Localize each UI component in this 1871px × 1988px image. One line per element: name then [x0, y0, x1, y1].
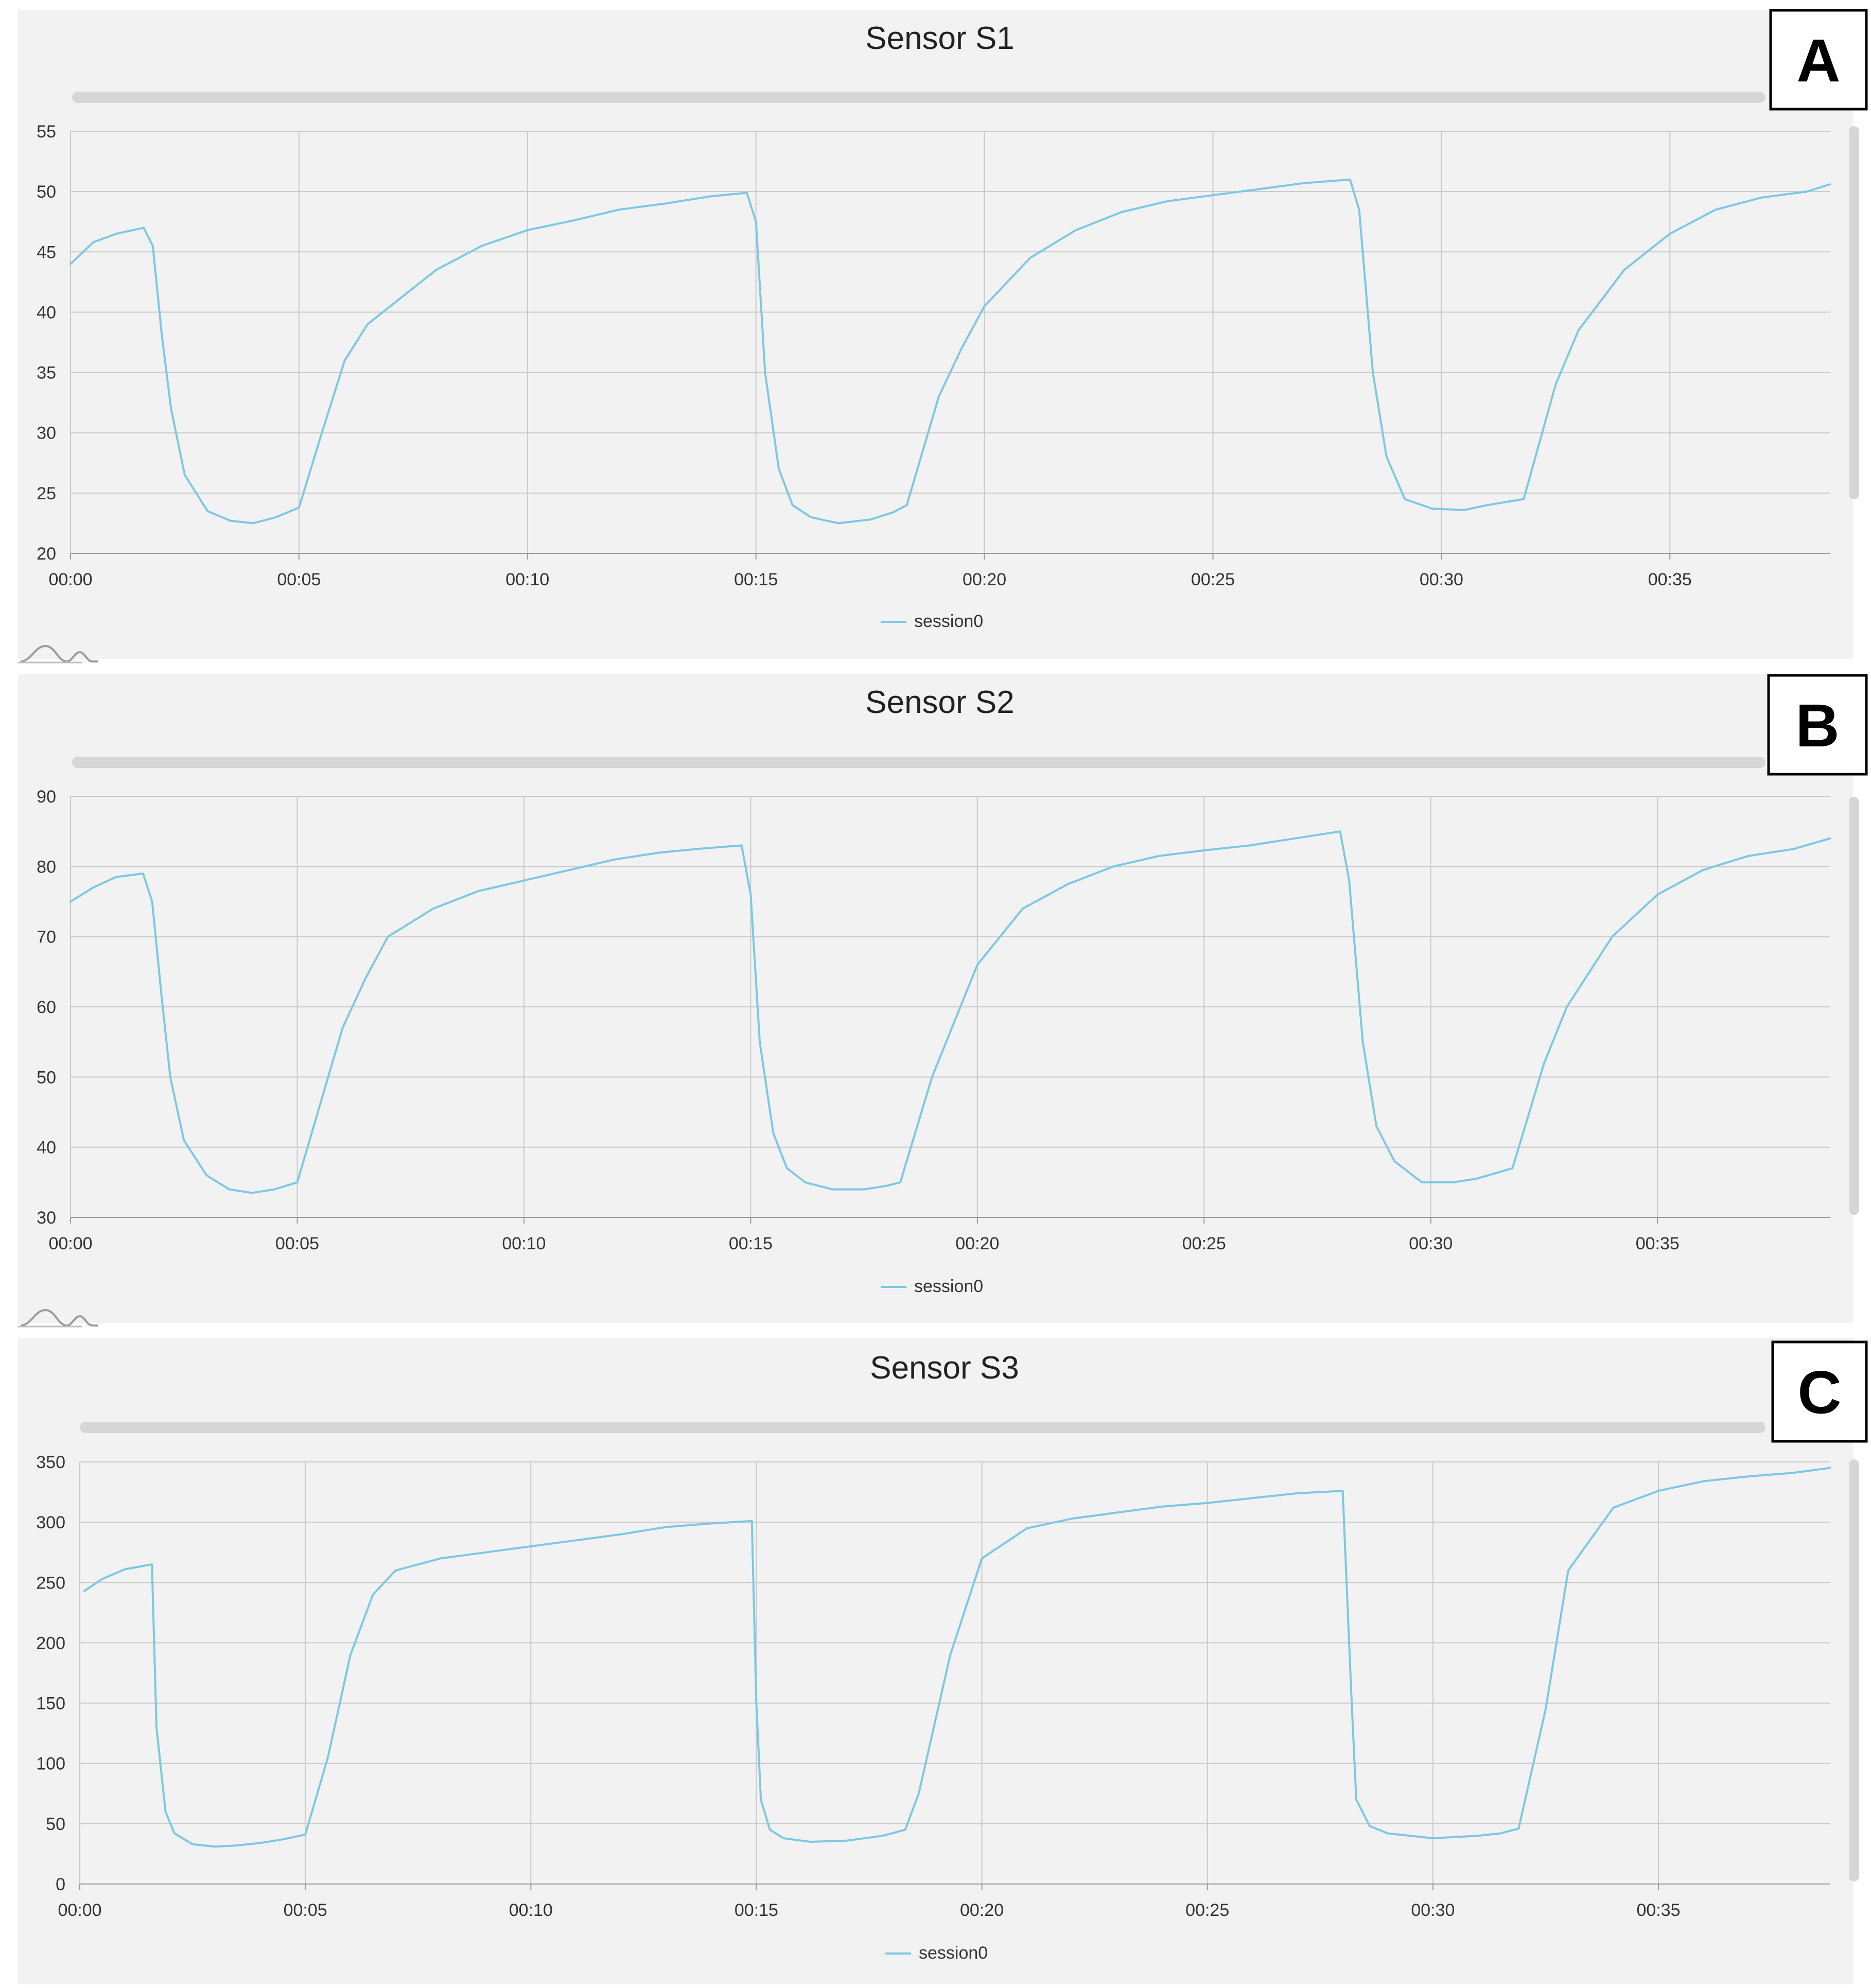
x-tick-label: 00:25 [1182, 1234, 1226, 1253]
x-tick-label: 00:05 [284, 1900, 327, 1920]
legend-label: session0 [919, 1943, 988, 1963]
x-tick-label: 00:25 [1191, 570, 1235, 589]
zoom-scrollbar[interactable] [72, 757, 1765, 768]
y-tick-label: 50 [37, 1068, 56, 1087]
x-tick-label: 00:05 [277, 570, 321, 589]
x-tick-label: 00:00 [58, 1900, 101, 1920]
y-tick-label: 200 [36, 1633, 65, 1653]
badge-box [1767, 674, 1868, 776]
legend-label: session0 [914, 612, 983, 631]
y-tick-label: 60 [37, 998, 56, 1017]
legend-label: session0 [914, 1277, 983, 1296]
y-tick-label: 20 [37, 544, 56, 564]
y-tick-label: 300 [36, 1513, 65, 1532]
y-tick-label: 40 [37, 1138, 56, 1158]
x-tick-label: 00:20 [963, 570, 1006, 589]
y-tick-label: 30 [37, 1208, 56, 1228]
y-tick-label: 55 [37, 122, 56, 142]
series-line-session0 [83, 1467, 1831, 1848]
chart-panel-b: Sensor S2 30 40 50 60 70 80 90 00:00 00:05 00:10 00… [18, 674, 1859, 1323]
y-tick-label: 50 [37, 182, 56, 202]
vertical-scrollbar[interactable] [1849, 797, 1859, 1215]
y-tick-label: 30 [37, 424, 56, 443]
panel-background [18, 674, 1853, 1323]
x-tick-label: 00:15 [734, 570, 778, 589]
chart-panel-c: Sensor S3 0 50 100 150 200 250 300 350 00:00 00:05… [18, 1338, 1859, 1984]
zoom-scrollbar[interactable] [72, 92, 1765, 103]
badge-box [1769, 9, 1868, 111]
waveform-icon-path [20, 644, 98, 663]
x-tick-label: 00:35 [1636, 1900, 1680, 1920]
waveform-icon-path [20, 1309, 98, 1327]
x-tick-label: 00:05 [275, 1234, 319, 1253]
chart-title: Sensor S3 [870, 1350, 1019, 1386]
legend[interactable]: session0 [881, 612, 983, 631]
x-tick-label: 00:10 [509, 1900, 553, 1920]
chart-panel-a: Sensor S1 20 25 30 35 40 45 50 55 00:00 00:05 00:10… [18, 10, 1859, 659]
x-tick-label: 00:35 [1636, 1234, 1680, 1253]
y-tick-label: 35 [37, 363, 56, 383]
y-tick-label: 0 [56, 1875, 65, 1894]
y-tick-label: 70 [37, 928, 56, 947]
vertical-scrollbar[interactable] [1849, 126, 1859, 499]
waveform-icon[interactable] [18, 1309, 98, 1328]
x-tick-label: 00:35 [1648, 570, 1692, 589]
x-tick-label: 00:00 [48, 1234, 92, 1253]
badge-letter: A [1796, 27, 1840, 95]
x-tick-label: 00:15 [729, 1234, 773, 1253]
legend[interactable]: session0 [885, 1943, 988, 1963]
x-tick-label: 00:30 [1409, 1234, 1453, 1253]
x-tick-label: 00:00 [48, 570, 92, 589]
legend[interactable]: session0 [881, 1277, 983, 1296]
y-tick-label: 25 [37, 484, 56, 503]
zoom-scrollbar[interactable] [80, 1422, 1765, 1433]
badge-letter: B [1795, 692, 1839, 760]
x-tick-label: 00:10 [502, 1234, 546, 1253]
x-tick-label: 00:15 [735, 1900, 778, 1920]
chart-title: Sensor S1 [865, 21, 1015, 56]
panel-badge: A [1769, 9, 1868, 111]
y-tick-label: 50 [46, 1815, 65, 1834]
vertical-scrollbar[interactable] [1849, 1459, 1859, 1881]
x-tick-label: 00:20 [955, 1234, 999, 1253]
chart-title: Sensor S2 [865, 685, 1015, 720]
badge-box [1771, 1340, 1868, 1443]
y-tick-label: 350 [36, 1453, 65, 1472]
x-tick-label: 00:30 [1411, 1900, 1455, 1920]
panel-background [18, 10, 1853, 659]
x-tick-label: 00:20 [960, 1900, 1004, 1920]
x-tick-label: 00:10 [505, 570, 549, 589]
badge-letter: C [1797, 1359, 1841, 1427]
y-tick-label: 45 [37, 242, 56, 262]
y-tick-label: 150 [36, 1694, 65, 1714]
x-tick-label: 00:30 [1420, 570, 1463, 589]
waveform-icon[interactable] [18, 644, 98, 664]
y-tick-label: 100 [36, 1754, 65, 1774]
x-tick-label: 00:25 [1185, 1900, 1229, 1920]
panel-background [18, 1338, 1853, 1984]
y-tick-label: 40 [37, 303, 56, 322]
y-tick-label: 90 [37, 787, 56, 807]
y-tick-label: 250 [36, 1573, 65, 1593]
panel-badge: B [1767, 674, 1868, 776]
panel-badge: C [1771, 1340, 1868, 1443]
y-tick-label: 80 [37, 857, 56, 877]
